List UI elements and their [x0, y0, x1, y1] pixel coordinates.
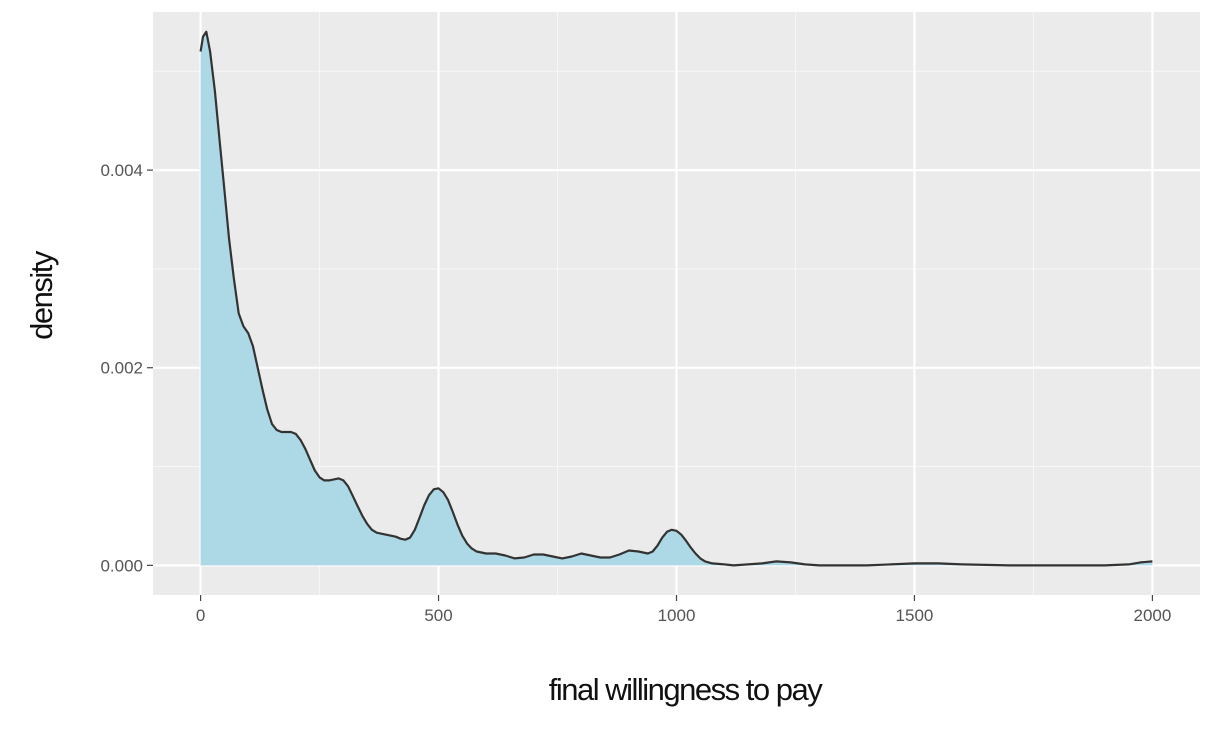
- density-line: [199, 30, 1153, 567]
- x-axis-title: final willingness to pay: [549, 672, 823, 707]
- y-tick-label: 0.000: [100, 556, 143, 575]
- y-tick-label: 0.002: [100, 359, 143, 378]
- major-gridlines: [153, 12, 1200, 595]
- density-area: [200, 31, 1153, 566]
- x-tick-label: 500: [424, 606, 452, 625]
- x-tick-label: 1500: [896, 606, 934, 625]
- y-tick-label: 0.004: [100, 161, 143, 180]
- x-tick-label: 2000: [1133, 606, 1171, 625]
- x-axis: 0 500 1000 1500 2000: [196, 595, 1171, 625]
- y-axis: 0.000 0.002 0.004: [100, 161, 153, 575]
- y-axis-title: density: [24, 250, 59, 340]
- x-tick-label: 0: [196, 606, 205, 625]
- x-tick-label: 1000: [658, 606, 696, 625]
